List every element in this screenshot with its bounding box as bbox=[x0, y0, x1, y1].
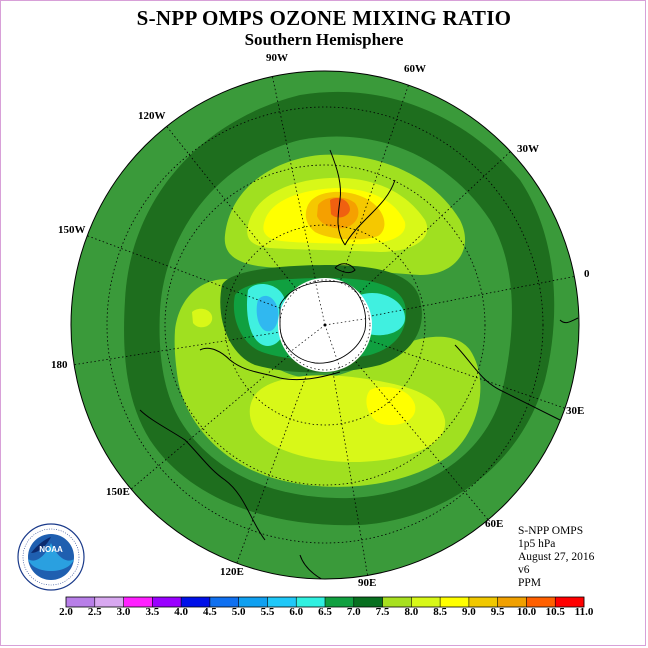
lon-label-0: 0 bbox=[584, 268, 590, 280]
colorbar-tick-label: 5.5 bbox=[260, 606, 275, 618]
colorbar-tick-label: 4.5 bbox=[203, 606, 217, 618]
colorbar-swatch bbox=[411, 597, 441, 607]
colorbar-swatch bbox=[238, 597, 268, 607]
lon-label-120w: 120W bbox=[138, 110, 166, 122]
lon-label-180: 180 bbox=[51, 359, 68, 371]
south-america-east-coast bbox=[344, 179, 396, 246]
lon-label-90e: 90E bbox=[358, 577, 377, 589]
ozone-contour-10.0 bbox=[330, 198, 350, 218]
colorbar-swatch bbox=[440, 597, 470, 607]
lon-label-120e: 120E bbox=[220, 566, 244, 578]
colorbar-swatch bbox=[353, 597, 383, 607]
info-instrument: S-NPP OMPS bbox=[518, 525, 584, 537]
ozone-contour-5.0 bbox=[256, 295, 279, 332]
south-pole-marker bbox=[323, 323, 327, 327]
antarctica-coast-south bbox=[199, 347, 341, 381]
antarctic-peninsula bbox=[334, 263, 356, 274]
colorbar-tick-label: 4.0 bbox=[174, 606, 188, 618]
south-america-coast bbox=[329, 149, 346, 246]
lat-60s bbox=[224, 224, 426, 426]
colorbar-swatch bbox=[181, 597, 211, 607]
colorbar-tick-label: 3.0 bbox=[116, 606, 131, 618]
colorbar-tick-label: 9.0 bbox=[462, 606, 476, 618]
antarctica-outline bbox=[279, 281, 367, 364]
info-units: PPM bbox=[518, 577, 542, 589]
colorbar-tick-label: 7.5 bbox=[375, 606, 390, 618]
meridian-150e bbox=[129, 324, 326, 491]
colorbar bbox=[65, 596, 585, 608]
meridian-90e bbox=[324, 324, 369, 579]
australia-coast bbox=[139, 409, 266, 541]
product-info: S-NPP OMPS 1p5 hPa August 27, 2016 v6 PP… bbox=[518, 525, 594, 590]
colorbar-tick-label: 8.0 bbox=[404, 606, 419, 618]
lat-20s bbox=[106, 106, 544, 544]
colorbar-tick-label: 2.5 bbox=[87, 606, 102, 618]
colorbar-swatch bbox=[94, 597, 124, 607]
colorbar-swatch bbox=[555, 597, 585, 607]
colorbar-swatch bbox=[325, 597, 355, 607]
colorbar-swatch bbox=[497, 597, 527, 607]
meridian-30w bbox=[324, 149, 513, 326]
ozone-patch-west bbox=[192, 308, 213, 328]
colorbar-tick-label: 10.0 bbox=[516, 606, 537, 618]
colorbar-swatch bbox=[468, 597, 498, 607]
map-border bbox=[70, 70, 580, 580]
map-title: S-NPP OMPS OZONE MIXING RATIO bbox=[136, 6, 512, 30]
colorbar-tick-label: 10.5 bbox=[545, 606, 565, 618]
asia-coast bbox=[299, 554, 336, 579]
ozone-contour-8.5-south bbox=[366, 386, 416, 426]
noaa-logo-text: NOAA bbox=[39, 545, 63, 554]
meridian-30e bbox=[324, 324, 571, 411]
lon-label-90w: 90W bbox=[266, 52, 288, 64]
colorbar-swatch bbox=[123, 597, 153, 607]
colorbar-swatch bbox=[209, 597, 239, 607]
colorbar-tick-label: 7.0 bbox=[346, 606, 361, 618]
colorbar-swatch bbox=[66, 597, 96, 607]
colorbar-tick-label: 9.5 bbox=[490, 606, 505, 618]
map-subtitle: Southern Hemisphere bbox=[244, 30, 404, 49]
lat-40s bbox=[164, 164, 486, 486]
info-version: v6 bbox=[518, 564, 530, 576]
lon-label-60e: 60E bbox=[485, 518, 504, 530]
colorbar-tick-label: 6.5 bbox=[318, 606, 332, 618]
lon-label-150e: 150E bbox=[106, 486, 130, 498]
lon-label-30e: 30E bbox=[566, 405, 585, 417]
colorbar-swatch bbox=[267, 597, 297, 607]
colorbar-tick-label: 3.5 bbox=[145, 606, 160, 618]
lon-label-60w: 60W bbox=[404, 63, 426, 75]
info-date: August 27, 2016 bbox=[518, 551, 595, 563]
colorbar-swatch bbox=[526, 597, 556, 607]
lon-label-150w: 150W bbox=[58, 224, 86, 236]
colorbar-swatch bbox=[296, 597, 326, 607]
colorbar-swatch bbox=[152, 597, 182, 607]
meridian-180 bbox=[71, 324, 326, 366]
colorbar-tick-label: 8.5 bbox=[433, 606, 447, 618]
meridian-60e bbox=[324, 324, 491, 523]
colorbar-tick-label: 6.0 bbox=[289, 606, 304, 618]
africa-coast-west bbox=[559, 317, 579, 324]
noaa-logo bbox=[17, 523, 85, 591]
lon-label-30w: 30W bbox=[517, 143, 539, 155]
info-pressure-level: 1p5 hPa bbox=[518, 538, 556, 550]
africa-coast bbox=[454, 344, 561, 421]
colorbar-tick-label: 11.0 bbox=[574, 606, 594, 618]
pole-meridian-3 bbox=[289, 324, 326, 353]
colorbar-swatch bbox=[382, 597, 412, 607]
colorbar-tick-label: 5.0 bbox=[231, 606, 246, 618]
colorbar-tick-label: 2.0 bbox=[59, 606, 73, 618]
